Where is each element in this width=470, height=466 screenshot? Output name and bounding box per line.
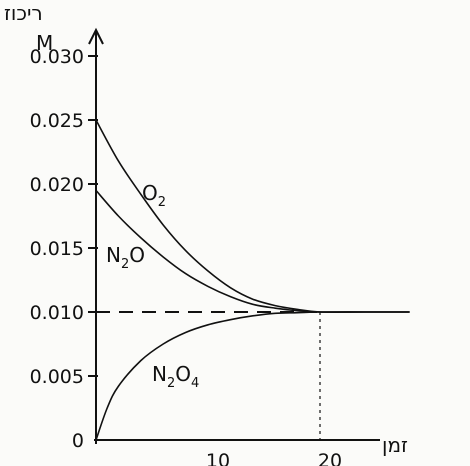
y-tick-label: 0.015 (30, 238, 84, 260)
x-tick-label: 20 (318, 450, 342, 466)
series-label-n2o4: N2O4 (152, 362, 199, 391)
series-label-n2o4-a: N (152, 362, 167, 386)
y-axis-unit: M (36, 31, 53, 55)
y-tick-label: 0.020 (30, 174, 84, 196)
series-label-o2: O2 (142, 181, 166, 210)
series-label-o2-main: O (142, 181, 158, 205)
x-axis-title: זמן (382, 433, 408, 457)
series-label-n2o-b: O (129, 243, 145, 267)
y-tick-label: 0 (72, 430, 84, 452)
series-label-o2-sub: 2 (158, 195, 166, 210)
guides (96, 311, 321, 440)
series-label-n2o-sub: 2 (121, 257, 129, 272)
axes (88, 27, 380, 444)
series-line-n2o4 (95, 311, 410, 441)
y-tick-label: 0.030 (30, 46, 84, 68)
x-tick-label: 10 (206, 450, 230, 466)
y-tick-label: 0.010 (30, 302, 84, 324)
series-label-n2o4-sub1: 2 (167, 376, 175, 391)
series-label-n2o-a: N (106, 243, 121, 267)
y-axis-arrow (88, 27, 104, 45)
ticks: 0 0.005 0.010 0.015 0.020 0.025 0.030 10 20 (30, 46, 343, 466)
y-tick-label: 0.025 (30, 110, 84, 132)
y-axis-title: ריכוז (4, 1, 43, 25)
series-label-n2o4-sub2: 4 (191, 376, 199, 391)
series-group (95, 119, 410, 441)
series-label-n2o: N2O (106, 243, 145, 272)
y-tick-label: 0.005 (30, 366, 84, 388)
series-label-n2o4-b: O (175, 362, 191, 386)
series-line-o2 (95, 119, 410, 313)
